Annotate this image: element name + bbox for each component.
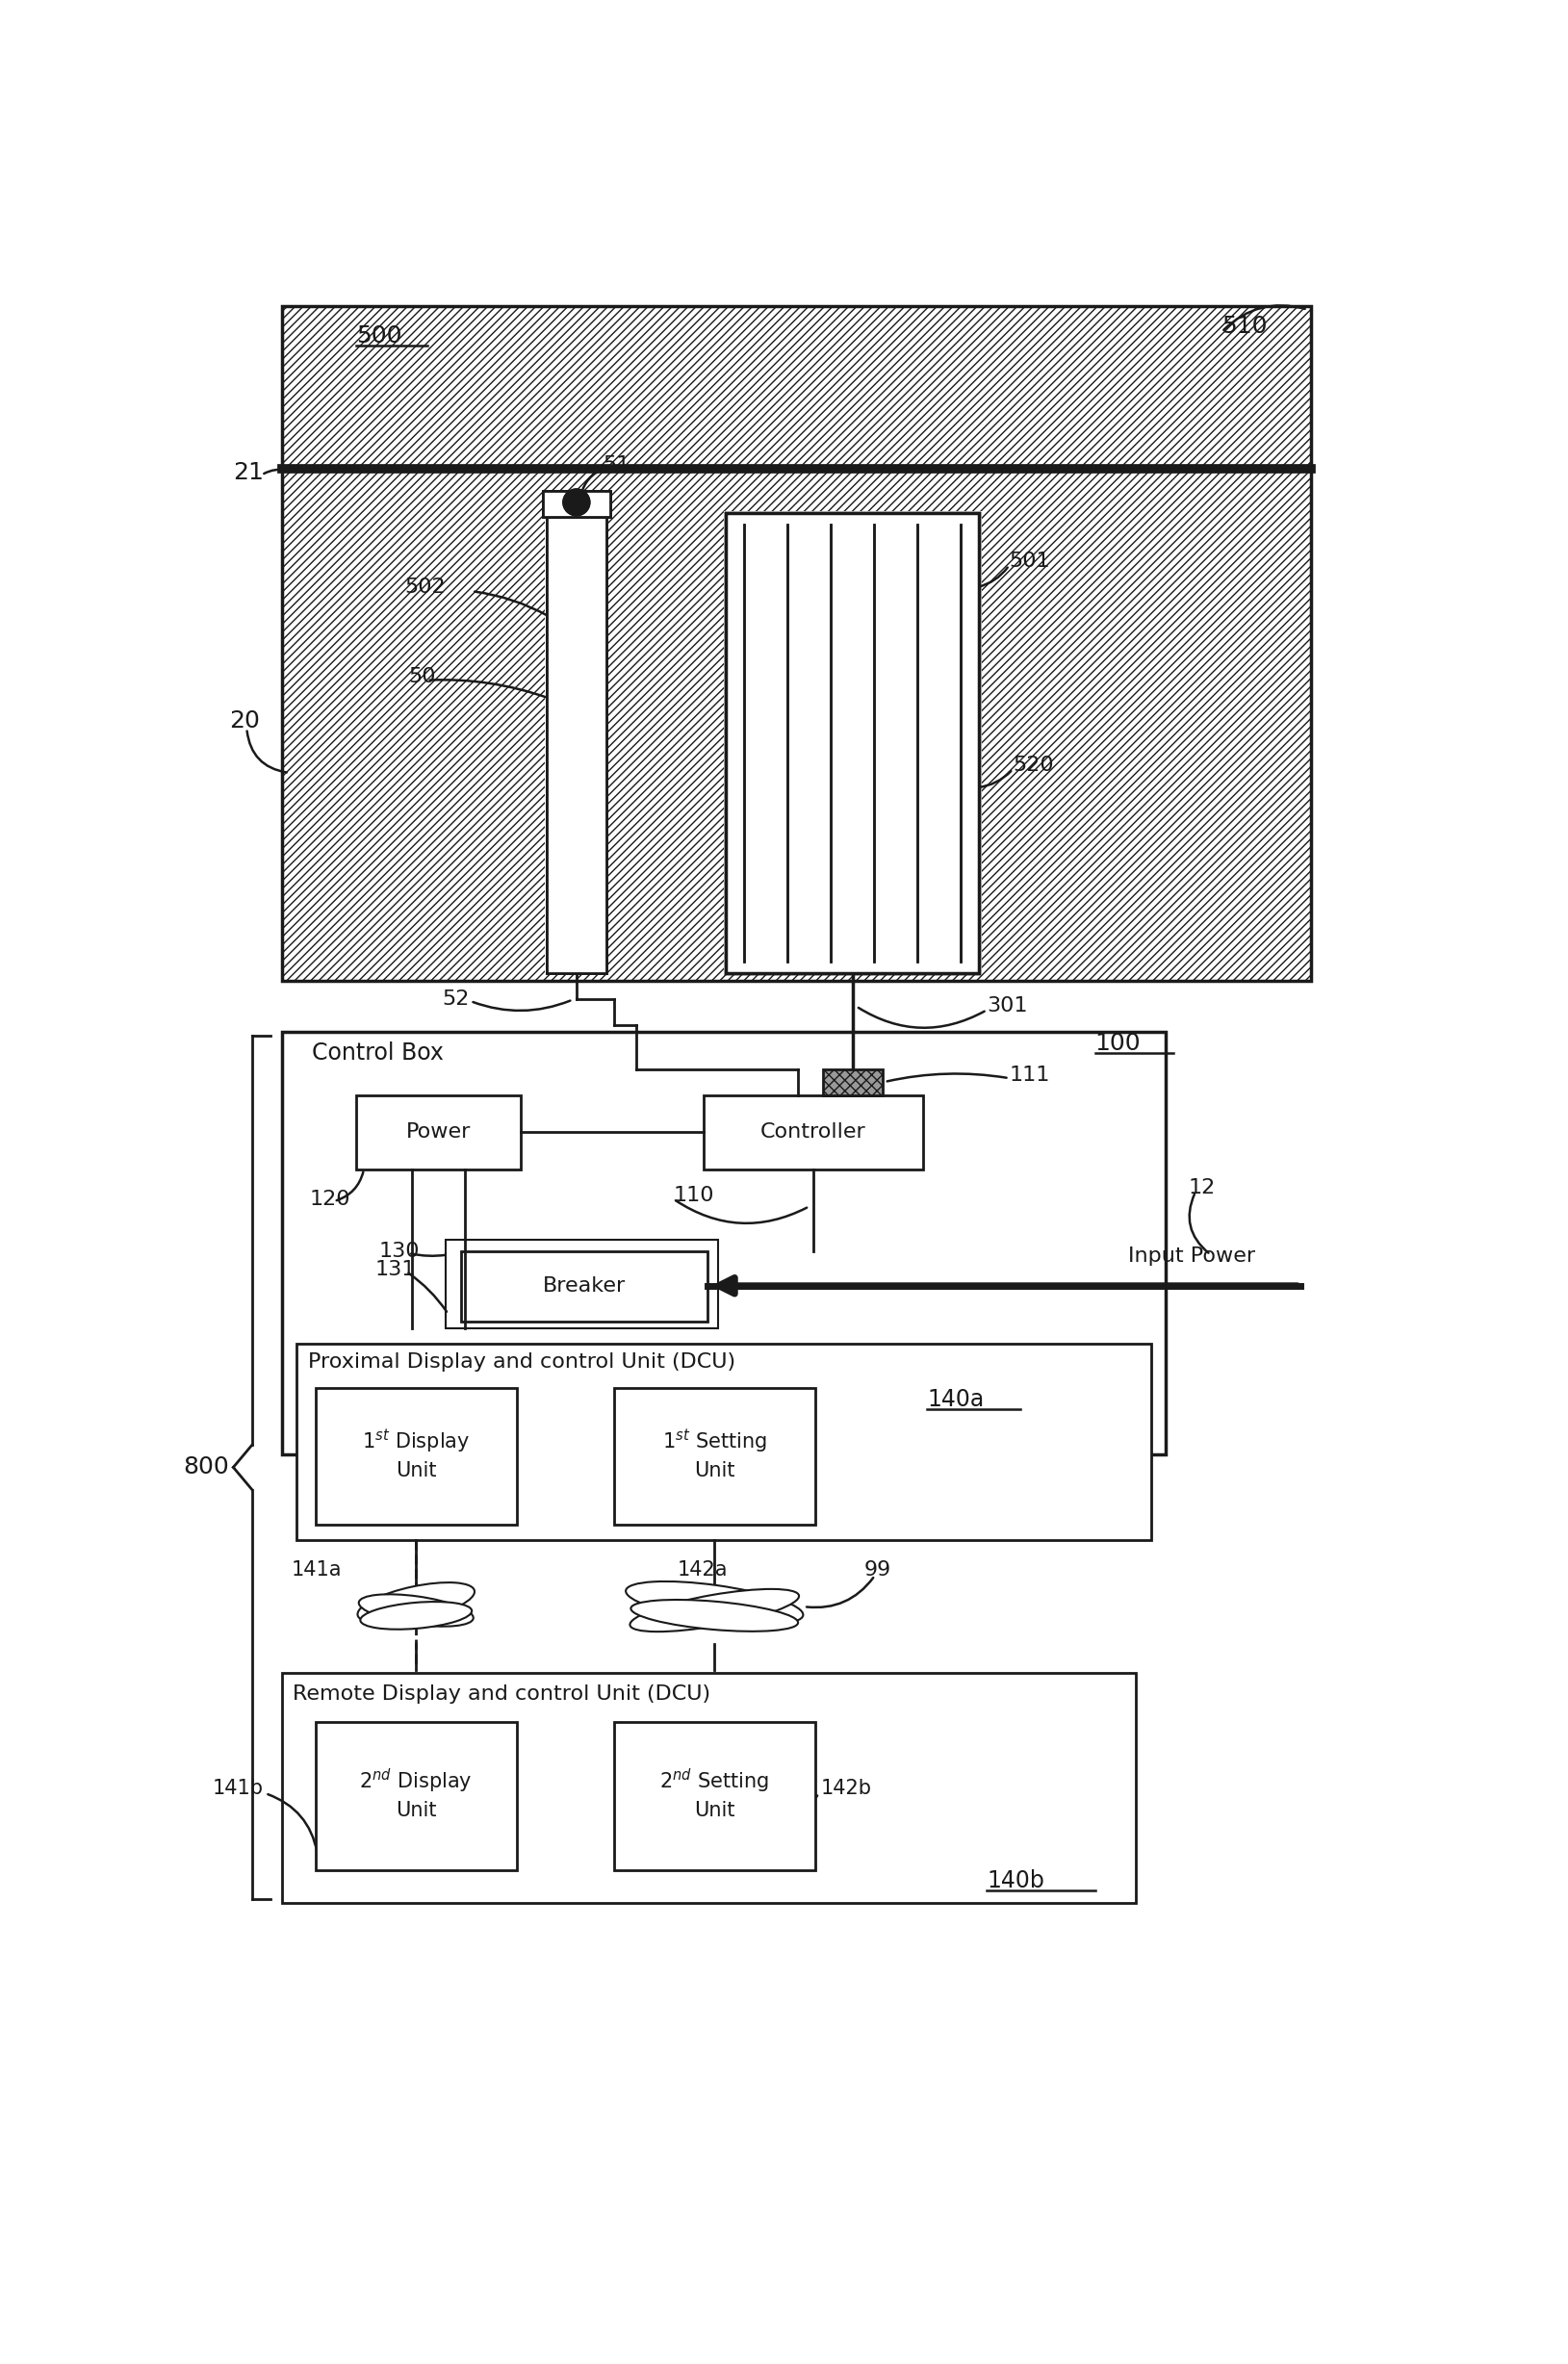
Text: Unit: Unit [395, 1461, 436, 1480]
Ellipse shape [630, 1600, 798, 1631]
Text: Remote Display and control Unit (DCU): Remote Display and control Unit (DCU) [293, 1686, 710, 1704]
Text: 20: 20 [229, 709, 260, 733]
Text: 120: 120 [309, 1189, 350, 1208]
Ellipse shape [359, 1593, 474, 1626]
Text: 12: 12 [1189, 1177, 1215, 1199]
Text: 500: 500 [356, 324, 401, 348]
Text: 142b: 142b [822, 1778, 872, 1799]
Text: 110: 110 [673, 1187, 715, 1206]
Text: 502: 502 [405, 577, 445, 598]
Bar [282, 1674, 1135, 1903]
Text: 142a: 142a [677, 1560, 728, 1579]
Text: 510: 510 [1221, 314, 1267, 338]
Text: 520: 520 [1013, 756, 1054, 775]
Bar [704, 1095, 924, 1170]
Text: 140a: 140a [927, 1388, 985, 1411]
Bar [315, 1388, 517, 1525]
Text: 111: 111 [1010, 1066, 1051, 1085]
Text: 2$^{nd}$ Display: 2$^{nd}$ Display [359, 1766, 472, 1794]
Bar [726, 513, 980, 974]
Bar [613, 1721, 815, 1870]
Text: Controller: Controller [760, 1123, 866, 1142]
Text: 141a: 141a [292, 1560, 342, 1579]
Bar [547, 499, 607, 974]
Bar [282, 305, 1311, 981]
Bar [723, 511, 982, 976]
Text: 52: 52 [442, 988, 469, 1009]
Text: Power: Power [406, 1123, 470, 1142]
Text: 131: 131 [375, 1260, 416, 1279]
Text: Unit: Unit [695, 1801, 735, 1820]
Text: 140b: 140b [986, 1870, 1044, 1894]
Text: 50: 50 [409, 667, 436, 686]
Text: 501: 501 [1010, 551, 1051, 572]
Text: Breaker: Breaker [543, 1277, 626, 1295]
Text: Unit: Unit [695, 1461, 735, 1480]
Bar [296, 1343, 1151, 1539]
Ellipse shape [626, 1582, 803, 1624]
Bar [543, 492, 610, 518]
Circle shape [563, 489, 590, 515]
Bar [613, 1388, 815, 1525]
Text: 1$^{st}$ Setting: 1$^{st}$ Setting [662, 1428, 767, 1456]
Circle shape [563, 489, 590, 515]
Bar [461, 1251, 707, 1321]
Bar [356, 1095, 521, 1170]
Bar [543, 492, 610, 518]
Text: 141b: 141b [212, 1778, 263, 1799]
Text: 100: 100 [1094, 1031, 1142, 1054]
Text: 51: 51 [602, 456, 630, 475]
Text: 2$^{nd}$ Setting: 2$^{nd}$ Setting [660, 1766, 770, 1794]
Bar [823, 1069, 883, 1095]
Text: Control Box: Control Box [312, 1043, 444, 1064]
Text: 130: 130 [379, 1241, 420, 1260]
Text: Input Power: Input Power [1129, 1246, 1256, 1265]
Text: 800: 800 [183, 1456, 229, 1480]
Bar [547, 499, 607, 974]
Text: Proximal Display and control Unit (DCU): Proximal Display and control Unit (DCU) [307, 1352, 735, 1371]
Ellipse shape [630, 1589, 800, 1631]
Bar [282, 1033, 1165, 1454]
Text: 21: 21 [234, 461, 263, 485]
Text: 301: 301 [986, 998, 1027, 1017]
Ellipse shape [361, 1603, 472, 1629]
Text: Unit: Unit [395, 1801, 436, 1820]
Bar [315, 1721, 517, 1870]
Bar [726, 513, 980, 974]
Bar [445, 1239, 718, 1329]
Ellipse shape [358, 1582, 475, 1624]
Text: 1$^{st}$ Display: 1$^{st}$ Display [362, 1428, 470, 1456]
Bar [544, 496, 608, 976]
Text: 99: 99 [864, 1560, 891, 1579]
